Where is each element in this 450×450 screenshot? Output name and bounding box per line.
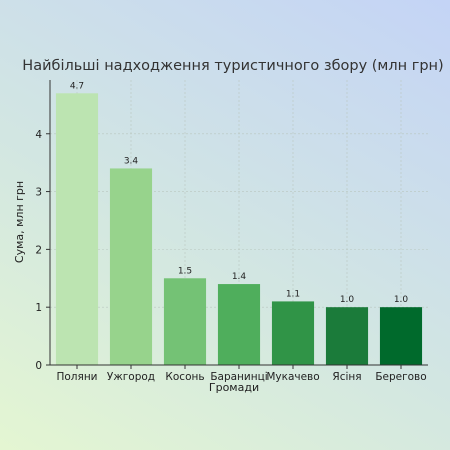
x-tick-label: Мукачево [266,371,319,383]
bar-value-label: 4.7 [70,81,84,91]
bar [217,284,261,365]
bar-value-label: 1.1 [286,289,300,299]
y-tick-label: 3 [35,187,42,199]
labels: 0 1 2 3 4 4.7 Поляни 3.4 Ужгород 1.5 Косонь 1.4 Бара… [35,81,426,383]
y-tick-label: 4 [35,129,42,141]
chart-title: Найбільші надходження туристичного збору… [22,58,443,74]
bar [163,278,207,365]
bar [379,307,423,365]
bar [325,307,369,365]
x-tick-label: Ясіня [332,371,361,383]
y-axis-title: Сума, млн грн [13,181,26,263]
x-tick-label: Ужгород [107,371,155,383]
bar-value-label: 1.5 [178,266,192,276]
bar [271,301,315,365]
bar [109,168,153,365]
bar-value-label: 1.0 [394,295,409,305]
x-tick-label: Поляни [56,371,97,383]
axes [46,80,428,369]
bar-value-label: 1.0 [340,295,355,305]
x-tick-label: Косонь [165,371,204,383]
x-axis-title: Громади [209,381,259,394]
bar [55,93,99,365]
bar-value-label: 3.4 [124,156,139,166]
bar-value-label: 1.4 [232,272,247,282]
x-tick-label: Баранинці [210,371,267,383]
y-tick-label: 1 [35,302,42,314]
x-tick-label: Берегово [375,371,426,383]
y-tick-label: 2 [35,244,42,256]
y-tick-label: 0 [35,360,42,372]
bars [55,93,423,365]
